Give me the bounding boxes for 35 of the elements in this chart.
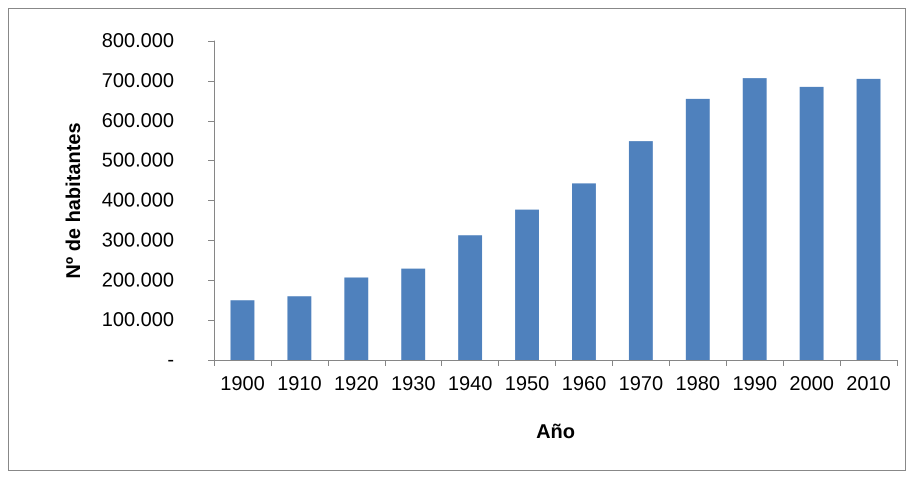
bar bbox=[628, 141, 653, 360]
bar bbox=[742, 78, 767, 360]
bar bbox=[800, 86, 824, 360]
y-tick-label: 300.000 bbox=[102, 229, 174, 252]
x-tick-label: 1950 bbox=[504, 373, 550, 395]
y-tick-label: 100.000 bbox=[102, 309, 174, 332]
x-tick-label: 1910 bbox=[277, 373, 322, 395]
x-tick-label: 1990 bbox=[732, 373, 777, 395]
x-tick-label: 2010 bbox=[846, 373, 891, 395]
y-tick-label: 400.000 bbox=[102, 190, 174, 212]
bar bbox=[230, 300, 254, 360]
x-tick-label: 1920 bbox=[334, 373, 379, 395]
x-tick-label: 1960 bbox=[562, 373, 606, 395]
bar bbox=[515, 210, 539, 360]
x-axis-title: Año bbox=[536, 421, 575, 443]
y-tick-label: 700.000 bbox=[102, 70, 174, 92]
y-tick-label: 500.000 bbox=[102, 150, 174, 172]
y-tick-label: 200.000 bbox=[102, 269, 174, 292]
x-tick-label: 1930 bbox=[390, 373, 436, 395]
bar bbox=[401, 268, 426, 360]
x-tick-label: 1940 bbox=[448, 373, 492, 395]
bar bbox=[686, 98, 710, 360]
y-tick-label: 800.000 bbox=[102, 30, 174, 52]
bar bbox=[458, 235, 482, 360]
x-tick-label: 2000 bbox=[789, 373, 834, 395]
bar bbox=[856, 78, 880, 360]
y-axis-title: Nº de habitantes bbox=[63, 122, 85, 279]
bar bbox=[344, 277, 368, 360]
bar bbox=[287, 296, 312, 360]
x-tick-label: 1900 bbox=[220, 373, 265, 395]
y-tick-label: - bbox=[167, 349, 174, 371]
y-tick-label: 600.000 bbox=[102, 110, 174, 132]
bar bbox=[572, 183, 596, 360]
x-tick-label: 1980 bbox=[676, 373, 720, 395]
x-tick-label: 1970 bbox=[618, 373, 664, 395]
